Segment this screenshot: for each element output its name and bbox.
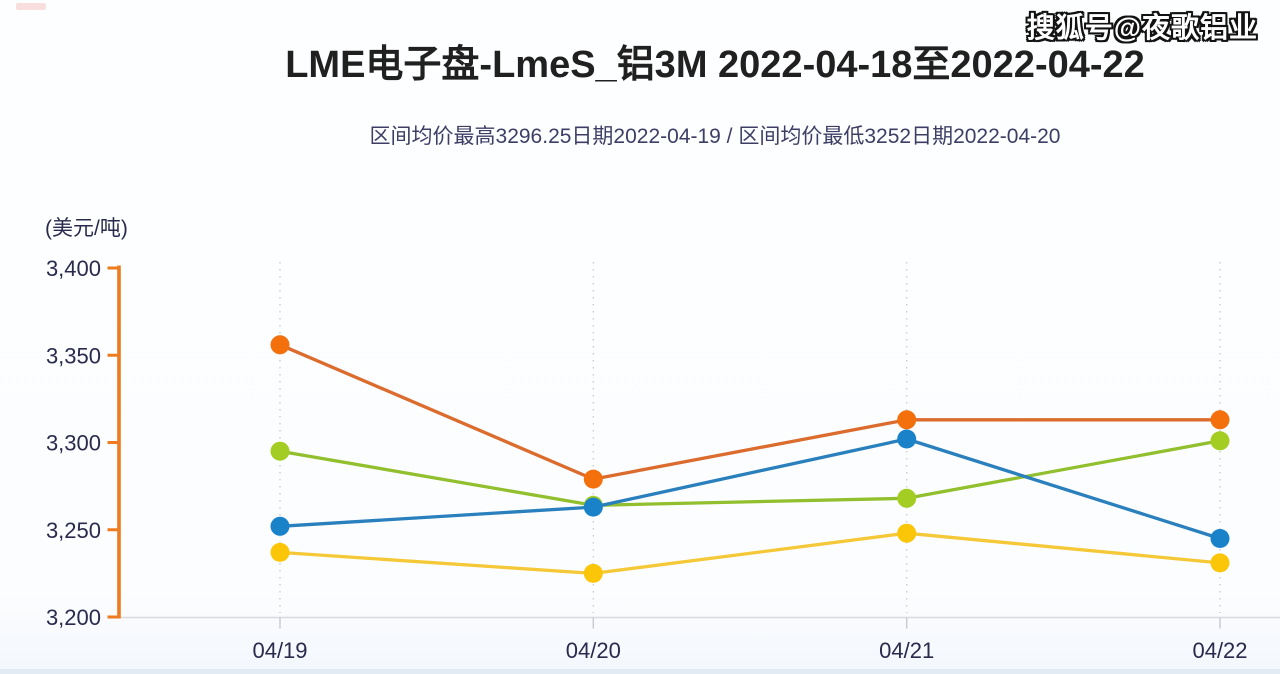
- orange-series-point-04/20[interactable]: [583, 469, 603, 489]
- axis-labels-layer: 3,400 3,350 3,300 3,250 3,200 04/19 04/20 04/21…: [46, 256, 1248, 663]
- blue-series-point-04/22[interactable]: [1210, 529, 1230, 548]
- green-series-point-04/21[interactable]: [897, 488, 917, 508]
- sohu-watermark: 搜狐号@夜歌铝业: [1026, 12, 1258, 43]
- chart-title: LME电子盘-LmeS_铝3M 2022-04-18至2022-04-22: [285, 44, 1145, 86]
- orange-series-line: [278, 343, 1222, 481]
- corner-artifact-mark: [16, 3, 46, 10]
- y-axis-label-3300: 3,300: [46, 431, 101, 456]
- yellow-series-point-04/20[interactable]: [583, 563, 603, 583]
- green-series-point-04/22[interactable]: [1210, 431, 1230, 451]
- y-axis-label-3350: 3,350: [46, 343, 101, 368]
- green-series-point-04/19[interactable]: [270, 441, 290, 461]
- blue-series-line: [278, 437, 1222, 541]
- yellow-series-point-04/19[interactable]: [270, 542, 290, 562]
- x-axis-label-04/20: 04/20: [566, 638, 621, 663]
- bottom-edge-strip: [0, 669, 1280, 674]
- y-axis-label-3400: 3,400: [46, 256, 101, 281]
- y-axis-unit-label: (美元/吨): [45, 217, 128, 240]
- orange-series-point-04/21[interactable]: [897, 410, 917, 430]
- blue-series-point-04/19[interactable]: [270, 516, 290, 536]
- yellow-series-line: [278, 531, 1222, 576]
- orange-series-point-04/19[interactable]: [270, 335, 290, 355]
- y-axis-label-3200: 3,200: [46, 605, 101, 630]
- yellow-series-point-04/22[interactable]: [1210, 553, 1230, 573]
- blue-series-point-04/21[interactable]: [897, 429, 917, 449]
- y-axis-label-3250: 3,250: [46, 518, 101, 543]
- chart-subtitle: 区间均价最高3296.25日期2022-04-19 / 区间均价最低3252日期…: [369, 125, 1061, 148]
- yellow-series-point-04/21[interactable]: [897, 523, 917, 543]
- axis-layer: [107, 265, 1280, 629]
- series-layer: [270, 335, 1230, 583]
- x-axis-label-04/21: 04/21: [879, 638, 934, 663]
- x-axis-label-04/19: 04/19: [252, 638, 307, 663]
- orange-series-point-04/22[interactable]: [1210, 410, 1230, 430]
- x-axis-label-04/22: 04/22: [1192, 638, 1247, 663]
- green-series-line: [278, 439, 1222, 507]
- blue-series-point-04/20[interactable]: [583, 497, 603, 517]
